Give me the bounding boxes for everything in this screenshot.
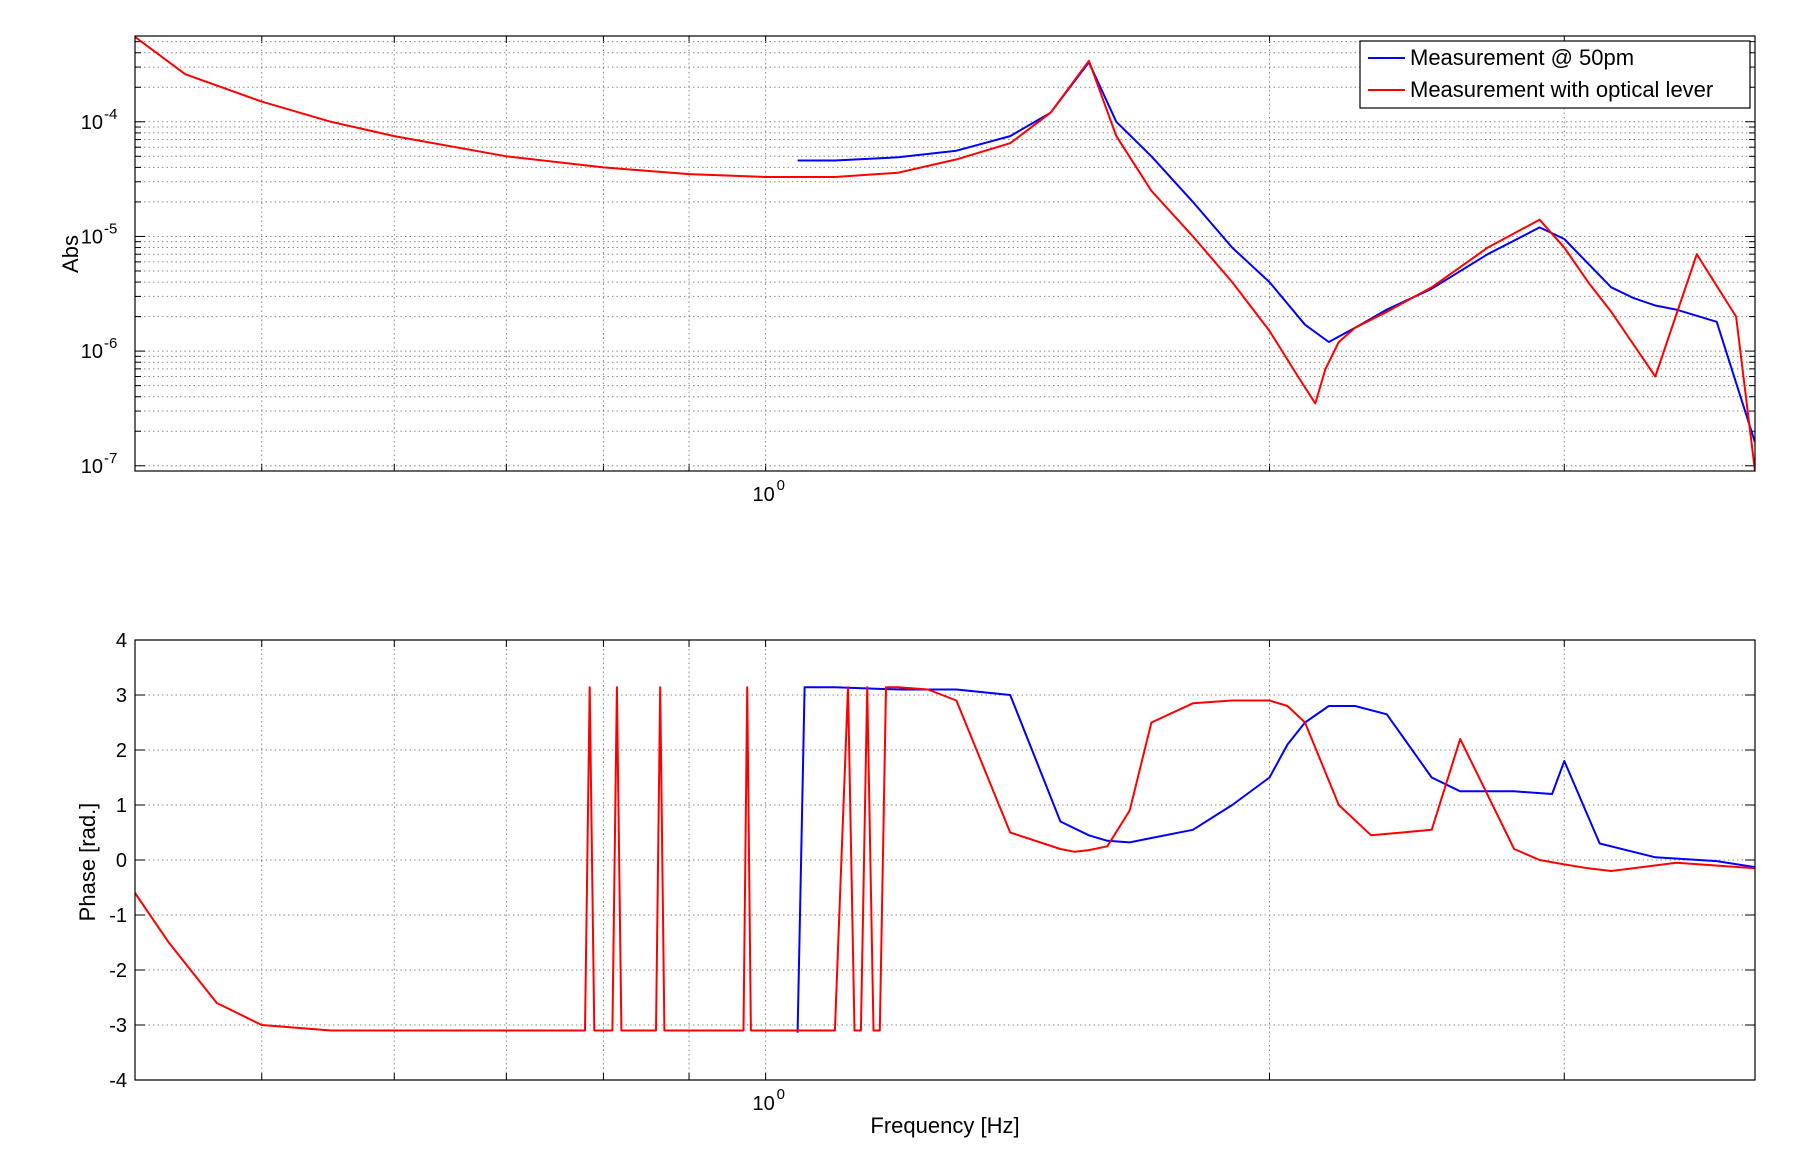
magnitude-y-tick-label: 10 (81, 341, 103, 363)
magnitude-x-tick-exponent: 0 (777, 477, 785, 494)
phase-series (135, 686, 1755, 1033)
magnitude-y-axis-title: Abs (58, 235, 83, 273)
legend-entry-measurement-50pm: Measurement @ 50pm (1410, 45, 1634, 70)
phase-y-tick-label: 1 (116, 795, 127, 817)
legend-entry-optical-lever: Measurement with optical lever (1410, 77, 1713, 102)
magnitude-grid (135, 36, 1755, 471)
phase-y-tick-label: 2 (116, 740, 127, 762)
phase-x-tick-exponent: 0 (777, 1086, 785, 1103)
magnitude-series (135, 36, 1755, 471)
phase-y-tick-label: -2 (109, 960, 127, 982)
magnitude-y-tick-label: 10 (81, 456, 103, 478)
phase-x-tick-labels: 10 0 (753, 1086, 785, 1115)
magnitude-y-tick-label: 10 (81, 226, 103, 248)
phase-axes-box (134, 639, 1756, 1081)
phase-y-axis-title: Phase [rad.] (75, 803, 100, 922)
magnitude-y-tick-exponent: -5 (104, 220, 117, 237)
phase-series-line-optical-lever (135, 686, 1755, 1032)
magnitude-x-tick-label: 10 (753, 484, 775, 506)
phase-y-tick-label: 4 (116, 630, 127, 652)
phase-grid (135, 639, 1755, 1081)
phase-y-tick-labels: -4 -3 -2 -1 0 1 2 3 4 (109, 630, 127, 1092)
magnitude-axes-box (134, 35, 1756, 472)
magnitude-y-tick-label: 10 (81, 112, 103, 134)
magnitude-y-tick-exponent: -7 (104, 450, 117, 467)
phase-y-tick-label: -4 (109, 1070, 127, 1092)
phase-y-tick-label: -3 (109, 1015, 127, 1037)
phase-y-tick-label: 3 (116, 685, 127, 707)
phase-x-axis-title: Frequency [Hz] (870, 1113, 1019, 1138)
magnitude-series-line-optical-lever (135, 36, 1755, 471)
phase-series-line-measurement-50pm (796, 686, 1755, 1033)
magnitude-y-tick-labels: 10-710-610-510-4 (81, 106, 118, 478)
phase-y-tick-label: -1 (109, 905, 127, 927)
phase-y-tick-label: 0 (116, 850, 127, 872)
magnitude-series-line-measurement-50pm (797, 61, 1755, 443)
legend: Measurement @ 50pm Measurement with opti… (1359, 40, 1751, 109)
magnitude-y-tick-exponent: -4 (104, 106, 117, 123)
magnitude-plot: 10-710-610-510-4 10 0 Abs Measurement @ 5… (58, 35, 1756, 506)
phase-x-tick-label: 10 (753, 1093, 775, 1115)
legend-box (1359, 40, 1751, 109)
magnitude-y-tick-exponent: -6 (104, 335, 117, 352)
magnitude-x-tick-labels: 10 0 (753, 477, 785, 506)
